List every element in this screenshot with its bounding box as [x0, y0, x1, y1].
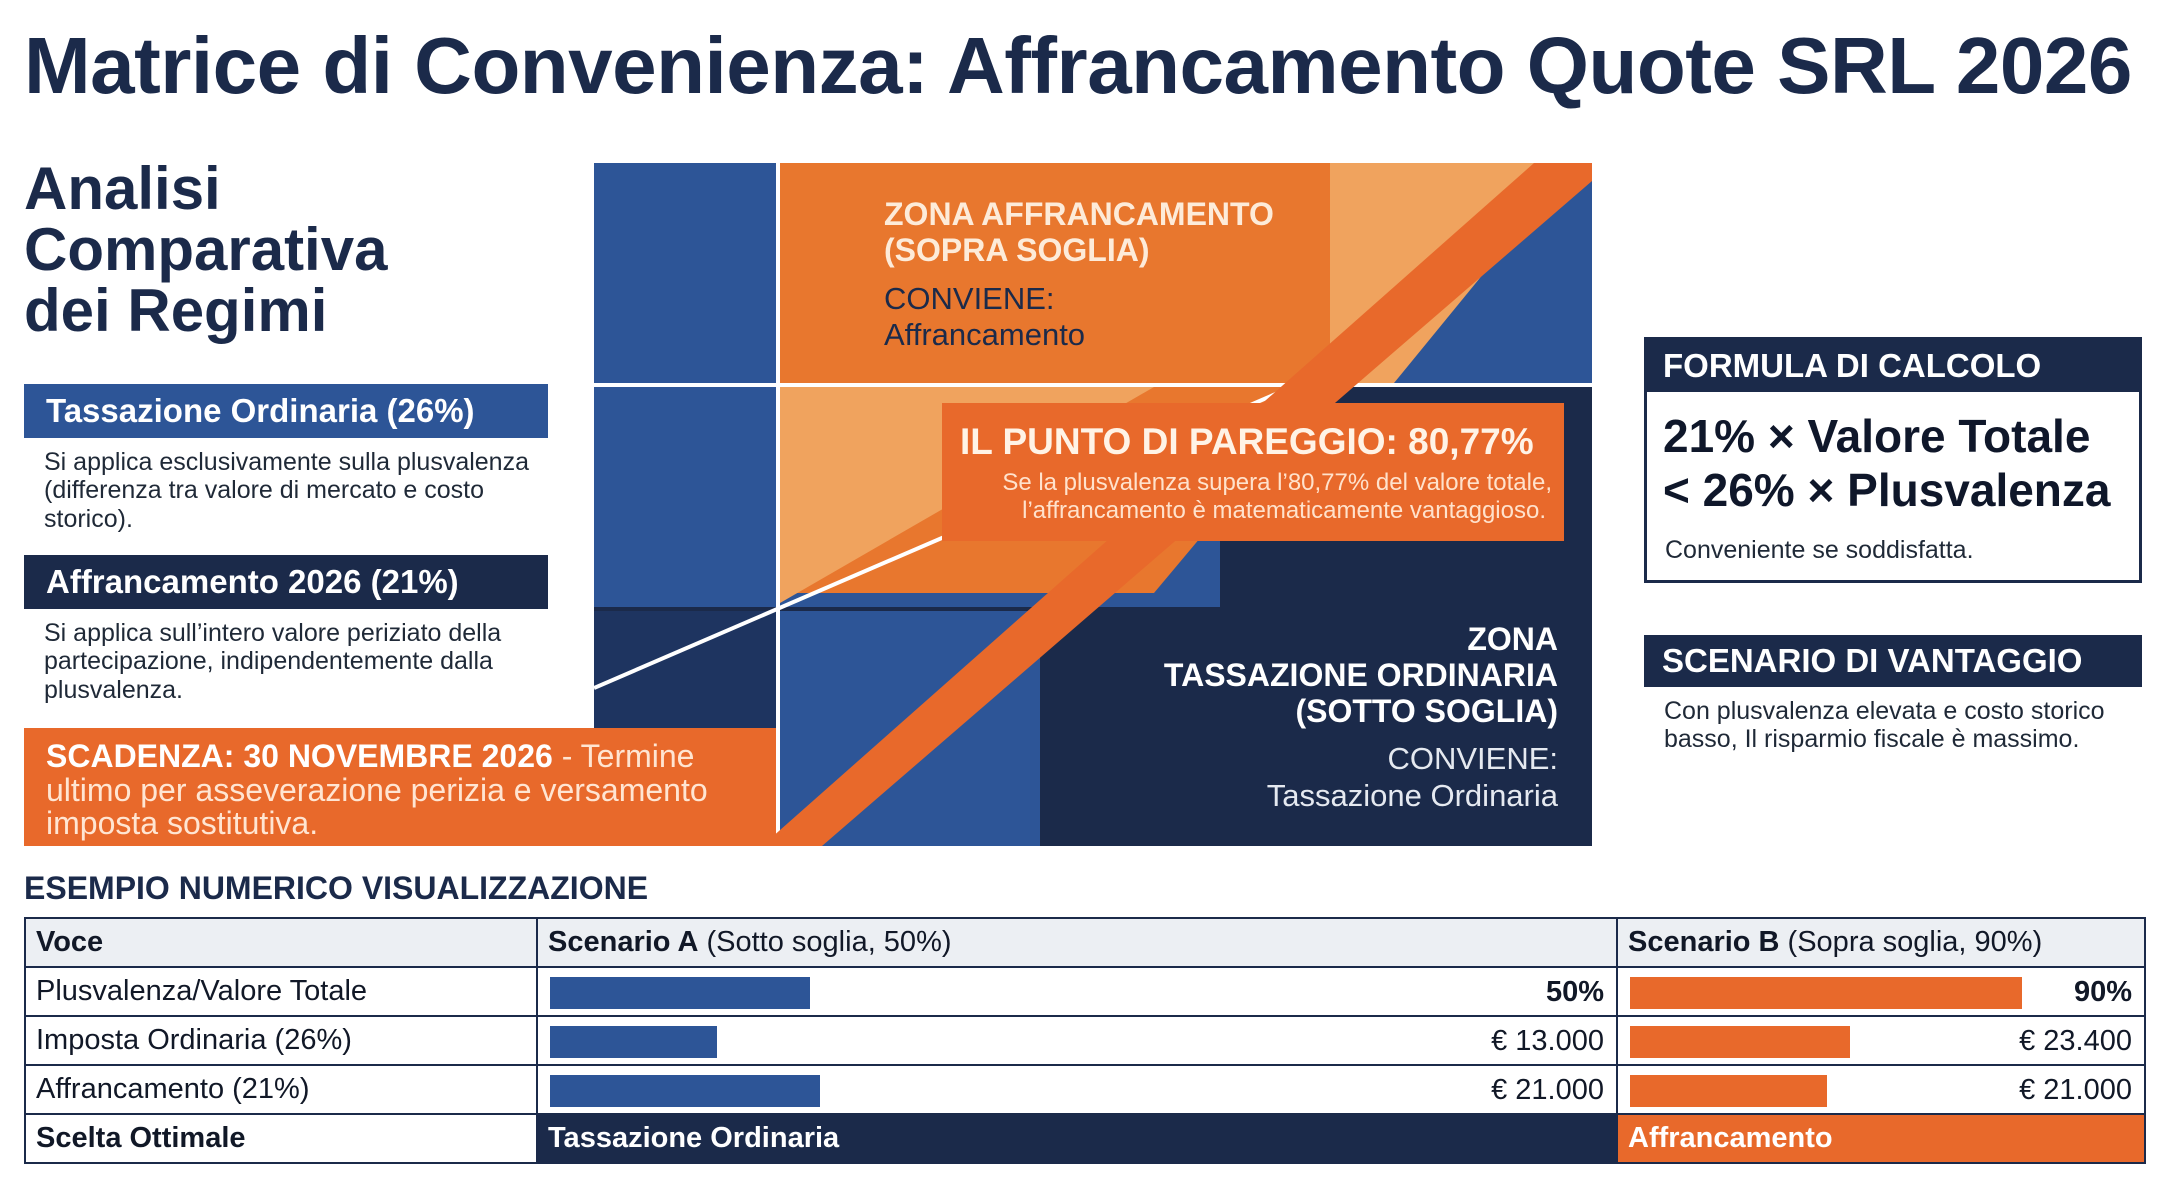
row-scenario-b: 90%: [1616, 966, 2146, 1017]
matrix-cell-top-left: [594, 163, 776, 383]
row-scenario-b: € 23.400: [1616, 1015, 2146, 1066]
zone-aff-conviene: CONVIENE:: [884, 281, 1055, 316]
affrancamento-description: Si applica sull’intero valore periziato …: [44, 619, 502, 704]
table-title: ESEMPIO NUMERICO VISUALIZZAZIONE: [24, 870, 649, 906]
bar-b: [1630, 977, 2022, 1009]
row-scenario-a: € 13.000: [536, 1015, 1618, 1066]
final-label: Scelta Ottimale: [24, 1113, 538, 1164]
value-a: € 21.000: [1491, 1074, 1604, 1106]
formula-line-1: 21% × Valore Totale: [1663, 410, 2091, 462]
table-row: Imposta Ordinaria (26%) € 13.000 € 23.40…: [24, 1015, 2146, 1066]
page-title: Matrice di Convenienza: Affrancamento Qu…: [24, 21, 2132, 110]
value-b: € 23.400: [2019, 1025, 2132, 1057]
zone-ord-title-1: ZONA: [1467, 621, 1558, 657]
affrancamento-heading: Affrancamento 2026 (21%): [24, 555, 548, 609]
breakeven-callout: [942, 403, 1564, 541]
ordinaria-heading: Tassazione Ordinaria (26%): [24, 384, 548, 438]
value-b: 90%: [2073, 976, 2132, 1008]
table-header-row: Voce Scenario A (Sotto soglia, 50%) Scen…: [24, 917, 2146, 968]
formula-expression: 21% × Valore Totale < 26% × Plusvalenza: [1663, 410, 2133, 518]
section-subtitle: Analisi Comparativa dei Regimi: [24, 155, 388, 345]
value-b: € 21.000: [2019, 1074, 2132, 1106]
zone-ord-title-2: TASSAZIONE ORDINARIA: [1164, 657, 1558, 693]
formula-line-2: < 26% × Plusvalenza: [1663, 463, 2111, 516]
zone-aff-title-2: (SOPRA SOGLIA): [884, 232, 1149, 268]
zone-ord-conviene: CONVIENE:: [1387, 741, 1558, 776]
bar-a: [550, 1026, 717, 1058]
scenario-description: Con plusvalenza elevata e costo storico …: [1664, 697, 2105, 754]
header-scenario-a: Scenario A (Sotto soglia, 50%): [536, 917, 1618, 968]
formula-box: FORMULA DI CALCOLO 21% × Valore Totale <…: [1644, 337, 2142, 583]
header-voce: Voce: [24, 917, 538, 968]
breakeven-text-1: Se la plusvalenza supera l’80,77% del va…: [1002, 469, 1552, 496]
zone-aff-title-1: ZONA AFFRANCAMENTO: [884, 196, 1274, 232]
row-label: Plusvalenza/Valore Totale: [24, 966, 538, 1017]
row-label: Imposta Ordinaria (26%): [24, 1015, 538, 1066]
bar-b: [1630, 1075, 1827, 1107]
formula-heading: FORMULA DI CALCOLO: [1647, 340, 2139, 392]
convenience-matrix: ZONA AFFRANCAMENTO (SOPRA SOGLIA) CONVIE…: [594, 163, 1592, 846]
row-scenario-a: € 21.000: [536, 1064, 1618, 1115]
deadline-banner: SCADENZA: 30 NOVEMBRE 2026 - Termine ult…: [24, 728, 776, 846]
deadline-text: - Termine ultimo per asseverazione periz…: [46, 738, 708, 842]
table-row-final: Scelta Ottimale Tassazione Ordinaria Aff…: [24, 1113, 2146, 1164]
ordinaria-description: Si applica esclusivamente sulla plusvale…: [44, 448, 529, 533]
value-a: 50%: [1545, 976, 1604, 1008]
row-scenario-b: € 21.000: [1616, 1064, 2146, 1115]
zone-ord-choice: Tassazione Ordinaria: [1267, 778, 1559, 813]
zone-ord-title-3: (SOTTO SOGLIA): [1295, 693, 1558, 729]
deadline-date: SCADENZA: 30 NOVEMBRE 2026: [46, 738, 553, 774]
formula-note: Conveniente se soddisfatta.: [1665, 536, 1974, 564]
breakeven-title: IL PUNTO DI PAREGGIO: 80,77%: [960, 421, 1534, 462]
value-a: € 13.000: [1491, 1025, 1604, 1057]
scenario-heading: SCENARIO DI VANTAGGIO: [1644, 635, 2142, 687]
breakeven-text-2: l’affrancamento è matematicamente vantag…: [1022, 497, 1546, 524]
bar-a: [550, 1075, 820, 1107]
bar-a: [550, 977, 810, 1009]
row-label: Affrancamento (21%): [24, 1064, 538, 1115]
final-choice-a: Tassazione Ordinaria: [536, 1113, 1618, 1164]
row-scenario-a: 50%: [536, 966, 1618, 1017]
header-scenario-b: Scenario B (Sopra soglia, 90%): [1616, 917, 2146, 968]
table-row: Affrancamento (21%) € 21.000 € 21.000: [24, 1064, 2146, 1115]
matrix-cell-mid-left: [594, 387, 776, 607]
table-row: Plusvalenza/Valore Totale 50% 90%: [24, 966, 2146, 1017]
numeric-example-table: Voce Scenario A (Sotto soglia, 50%) Scen…: [24, 917, 2146, 1164]
bar-b: [1630, 1026, 1850, 1058]
zone-aff-choice: Affrancamento: [884, 317, 1085, 352]
final-choice-b: Affrancamento: [1616, 1113, 2146, 1164]
